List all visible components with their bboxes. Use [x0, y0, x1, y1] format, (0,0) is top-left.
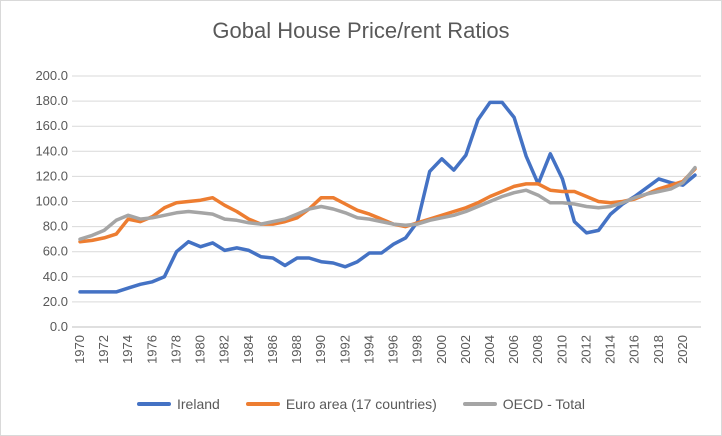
x-tick-label: 1990	[313, 335, 328, 364]
x-tick-label: 1992	[337, 335, 352, 364]
x-tick-label: 2010	[554, 335, 569, 364]
x-tick-label: 2016	[627, 335, 642, 364]
x-tick-label: 2014	[603, 335, 618, 364]
x-tick-label: 2008	[530, 335, 545, 364]
y-tick-label: 160.0	[35, 118, 68, 133]
legend: Ireland Euro area (17 countries) OECD - To…	[0, 396, 722, 412]
x-tick-label: 1980	[193, 335, 208, 364]
series-lines	[78, 100, 697, 294]
x-tick-label: 2012	[578, 335, 593, 364]
x-tick-label: 1982	[217, 335, 232, 364]
y-tick-label: 180.0	[35, 93, 68, 108]
legend-label: Ireland	[177, 396, 220, 412]
series-line-0	[78, 100, 697, 294]
x-tick-label: 1974	[120, 335, 135, 364]
legend-item: OECD - Total	[462, 396, 585, 412]
legend-swatch	[462, 402, 497, 406]
y-tick-label: 80.0	[43, 219, 68, 234]
x-tick-label: 1986	[265, 335, 280, 364]
y-tick-label: 40.0	[43, 269, 68, 284]
legend-item: Ireland	[137, 396, 220, 412]
series-line-1	[78, 167, 697, 244]
series-line-2	[78, 165, 697, 241]
legend-label: OECD - Total	[502, 396, 585, 412]
x-tick-label: 1996	[386, 335, 401, 364]
x-tick-label: 2020	[675, 335, 690, 364]
x-tick-label: 2004	[482, 335, 497, 364]
x-tick-label: 2000	[434, 335, 449, 364]
legend-item: Euro area (17 countries)	[245, 396, 437, 412]
y-tick-label: 140.0	[35, 143, 68, 158]
y-axis-labels: 0.0 20.0 40.0 60.0 80.0 100.0 120.0 140.0 160.0 1…	[35, 68, 68, 334]
y-tick-label: 60.0	[43, 244, 68, 259]
x-tick-label: 1984	[241, 335, 256, 364]
y-tick-label: 100.0	[35, 194, 68, 209]
legend-swatch	[137, 402, 171, 406]
y-tick-label: 20.0	[43, 294, 68, 309]
x-tick-label: 1978	[168, 335, 183, 364]
y-tick-label: 0.0	[50, 319, 68, 334]
x-tick-label: 1988	[289, 335, 304, 364]
chart-title: Gobal House Price/rent Ratios	[212, 18, 510, 43]
x-axis-labels: 1970 1972 1974 1976 1978 1980 1982 1984 1986 1988…	[72, 335, 690, 364]
x-tick-label: 1970	[72, 335, 87, 364]
legend-swatch	[245, 402, 280, 406]
x-tick-label: 1998	[410, 335, 425, 364]
x-tick-label: 2002	[458, 335, 473, 364]
x-tick-label: 1972	[96, 335, 111, 364]
x-tick-label: 1976	[144, 335, 159, 364]
y-tick-label: 120.0	[35, 168, 68, 183]
x-tick-label: 2018	[651, 335, 666, 364]
x-tick-label: 1994	[361, 335, 376, 364]
y-tick-label: 200.0	[35, 68, 68, 83]
legend-label: Euro area (17 countries)	[285, 396, 437, 412]
x-tick-label: 2006	[506, 335, 521, 364]
